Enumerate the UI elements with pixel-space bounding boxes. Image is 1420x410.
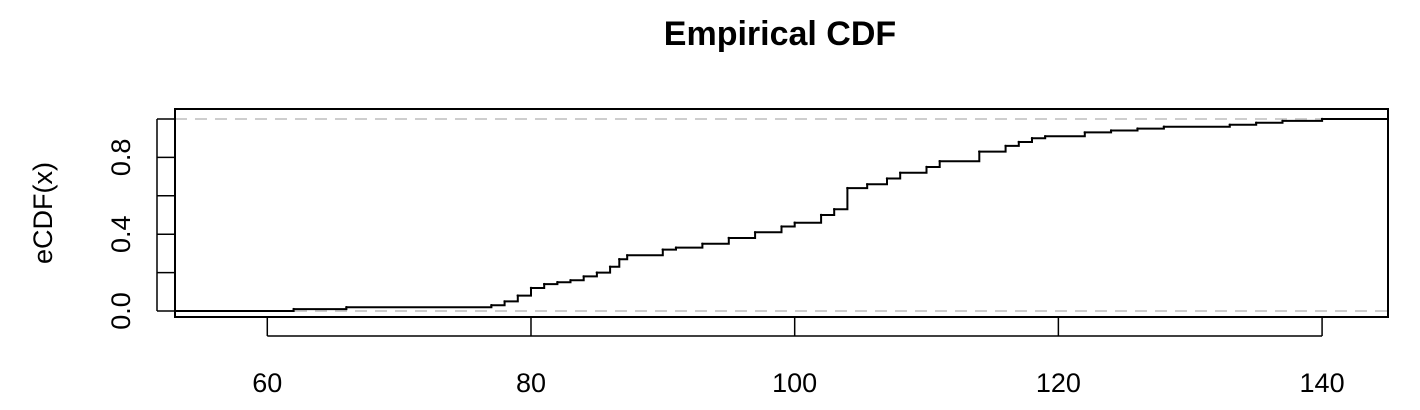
ecdf-step-point xyxy=(1017,140,1020,144)
ecdf-step-point xyxy=(793,221,796,224)
y-tick-label: 0.4 xyxy=(106,215,136,253)
ecdf-step-point xyxy=(1083,131,1087,134)
ecdf-step-point xyxy=(1044,135,1047,138)
ecdf-step-point xyxy=(727,236,730,240)
ecdf-step-point xyxy=(608,265,612,268)
x-axis: 60 80 100 120 140 xyxy=(252,317,1345,398)
ecdf-step-point xyxy=(846,186,849,190)
ecdf-step-point xyxy=(529,286,533,290)
ecdf-step-point xyxy=(885,177,889,180)
ecdf-step-point xyxy=(345,306,348,309)
ecdf-step-point xyxy=(556,281,559,284)
ecdf-step-point xyxy=(1320,117,1324,121)
ecdf-step-point xyxy=(292,307,295,311)
ecdf-step-point xyxy=(833,208,836,211)
series-layer xyxy=(175,117,1388,312)
y-tick-label: 0.8 xyxy=(106,139,136,177)
ecdf-step-point xyxy=(1030,137,1034,140)
ecdf-step-point xyxy=(938,160,941,163)
ecdf-step-line xyxy=(175,118,1388,312)
plot-frame xyxy=(174,108,1389,318)
ecdf-step-point xyxy=(866,183,869,186)
ecdf-step-point xyxy=(1228,123,1232,127)
ecdf-step-point xyxy=(925,165,928,169)
ecdf-step-point xyxy=(978,150,981,153)
x-tick-label: 120 xyxy=(1036,368,1081,398)
ecdf-step-point xyxy=(490,304,493,307)
ecdf-step-point xyxy=(753,231,757,234)
reference-lines xyxy=(175,118,1388,312)
ecdf-step-point xyxy=(701,242,704,245)
ecdf-step-point xyxy=(1136,127,1139,130)
ecdf-step-point xyxy=(899,171,902,174)
ecdf-step-point xyxy=(674,246,678,249)
ecdf-step-point xyxy=(626,254,629,257)
ecdf-step-point xyxy=(1162,125,1166,128)
ecdf-step-point xyxy=(595,271,599,274)
ecdf-step-point xyxy=(543,282,546,286)
x-tick-label: 100 xyxy=(772,368,817,398)
ecdf-step-point xyxy=(1255,121,1258,125)
ecdf-step-point xyxy=(569,279,572,282)
x-tick-label: 60 xyxy=(252,368,282,398)
x-tick-label: 140 xyxy=(1300,368,1345,398)
ecdf-step-point xyxy=(516,294,519,297)
chart-title: Empirical CDF xyxy=(664,15,896,53)
ecdf-step-point xyxy=(780,225,783,228)
ecdf-step-point xyxy=(1004,144,1007,148)
ecdf-step-point xyxy=(503,300,506,303)
ecdf-step-point xyxy=(819,213,823,217)
y-tick-label: 0.0 xyxy=(106,292,136,330)
ecdf-step-point xyxy=(582,275,585,278)
ecdf-step-point xyxy=(1281,119,1284,123)
ecdf-step-point xyxy=(1109,129,1113,132)
y-axis: 0.0 0.4 0.8 xyxy=(106,118,175,330)
y-axis-label: eCDF(x) xyxy=(28,162,58,264)
ecdf-step-point xyxy=(661,248,664,251)
x-tick-label: 80 xyxy=(516,368,546,398)
ecdf-step-point xyxy=(618,258,621,261)
